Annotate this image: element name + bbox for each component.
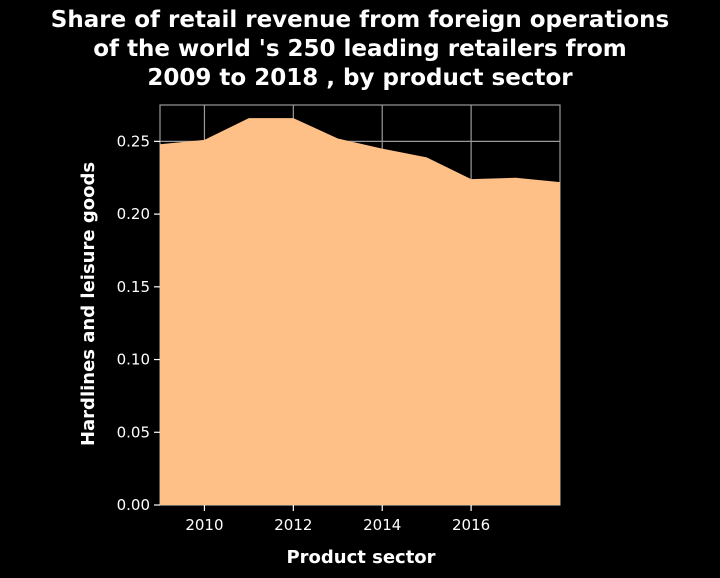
y-tick-label: 0.00: [117, 496, 150, 514]
x-axis-title: Product sector: [286, 547, 435, 568]
chart-title: Share of retail revenue from foreign ope…: [0, 6, 720, 93]
y-tick-label: 0.10: [117, 351, 150, 369]
y-tick-label: 0.15: [117, 278, 150, 296]
y-tick-label: 0.25: [117, 132, 150, 150]
x-tick-label: 2010: [185, 516, 223, 534]
chart-title-line-2: of the world 's 250 leading retailers fr…: [93, 36, 627, 62]
x-tick-label: 2014: [363, 516, 401, 534]
x-tick-label: 2012: [274, 516, 312, 534]
y-axis-title: Hardlines and leisure goods: [78, 162, 99, 446]
area-series: [160, 118, 560, 505]
y-tick-label: 0.05: [117, 423, 150, 441]
chart-title-line-1: Share of retail revenue from foreign ope…: [50, 7, 670, 33]
axis-ticks: 2010 2012 2014 2016 0.00 0.05 0.10 0.15 0.20 0.25: [117, 132, 491, 534]
chart-title-line-3: 2009 to 2018 , by product sector: [147, 65, 573, 91]
plot-area: [159, 117, 561, 505]
x-tick-label: 2016: [452, 516, 490, 534]
y-tick-label: 0.20: [117, 205, 150, 223]
